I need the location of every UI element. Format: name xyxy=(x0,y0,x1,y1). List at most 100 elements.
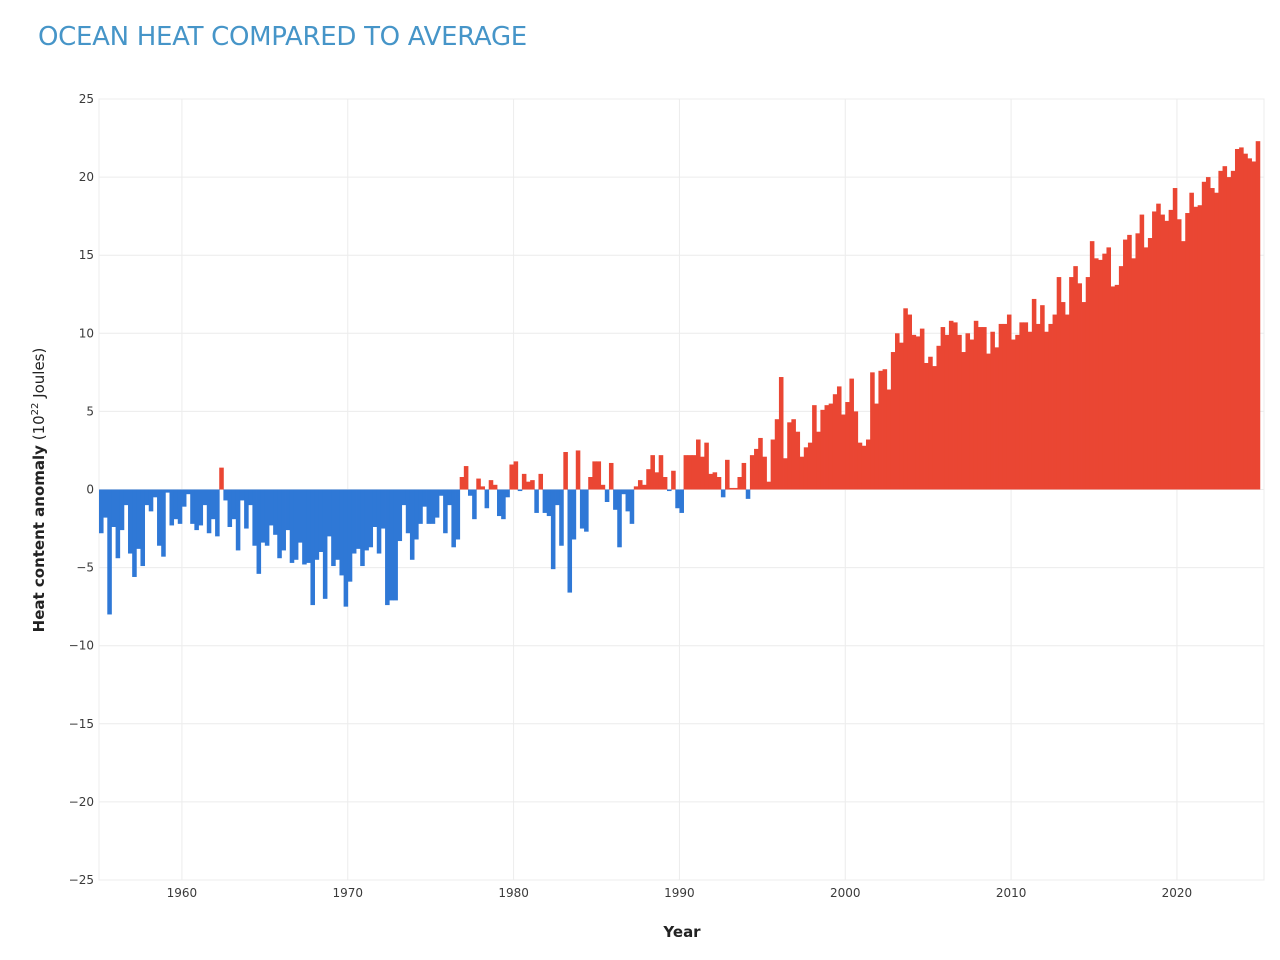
bar xyxy=(965,333,971,490)
bar xyxy=(708,473,713,490)
bar xyxy=(671,470,676,490)
bar xyxy=(285,489,291,531)
chart-title: OCEAN HEAT COMPARED TO AVERAGE xyxy=(38,22,527,52)
bar xyxy=(530,480,535,490)
bar xyxy=(1247,158,1252,490)
bar xyxy=(571,489,577,540)
bar xyxy=(210,489,216,520)
bar xyxy=(1044,331,1049,490)
bar xyxy=(181,489,187,507)
bar xyxy=(820,409,825,490)
bar xyxy=(1251,161,1257,490)
bar xyxy=(870,372,875,490)
y-tick-label: 0 xyxy=(86,483,94,497)
bar xyxy=(919,328,925,490)
bar xyxy=(588,477,593,490)
bar xyxy=(982,327,987,490)
bar xyxy=(579,489,585,529)
bar xyxy=(696,439,701,490)
bar xyxy=(658,455,664,490)
bar xyxy=(1152,211,1157,490)
bar xyxy=(1143,247,1149,490)
bar xyxy=(1210,188,1215,490)
bar xyxy=(633,486,639,490)
bar xyxy=(774,419,780,490)
bar xyxy=(264,489,270,546)
bar xyxy=(513,461,519,490)
bar xyxy=(733,487,738,490)
bar xyxy=(795,431,801,490)
bar xyxy=(231,489,237,520)
bar xyxy=(948,320,954,490)
bar xyxy=(828,403,834,490)
bar xyxy=(1102,253,1107,490)
bar xyxy=(957,334,962,490)
bar xyxy=(206,489,212,534)
bar xyxy=(787,422,792,490)
y-tick-label: −5 xyxy=(76,561,94,575)
bar xyxy=(385,489,390,606)
bar xyxy=(194,489,199,531)
bar xyxy=(895,333,900,490)
bar xyxy=(1147,238,1153,490)
bar xyxy=(310,489,315,606)
bar xyxy=(480,486,485,490)
bar xyxy=(467,489,473,496)
bar xyxy=(526,481,531,490)
bar xyxy=(563,452,568,490)
bar xyxy=(944,334,950,490)
bar xyxy=(1073,266,1078,490)
bar xyxy=(1035,323,1041,490)
y-tick-label: −25 xyxy=(69,873,94,887)
bar xyxy=(758,437,763,490)
bar xyxy=(1201,181,1207,490)
bar xyxy=(704,442,709,490)
y-tick-label: −20 xyxy=(69,795,94,809)
bar xyxy=(198,489,204,526)
bar xyxy=(857,442,863,490)
bar xyxy=(650,455,655,490)
bar xyxy=(1135,233,1141,490)
bar xyxy=(418,489,423,524)
bar xyxy=(1114,284,1120,490)
bar xyxy=(455,489,461,540)
bar xyxy=(459,477,465,490)
bar xyxy=(998,323,1004,490)
bar xyxy=(380,489,386,529)
bar xyxy=(165,489,170,493)
bar xyxy=(215,489,220,537)
bar xyxy=(331,489,336,567)
bar xyxy=(107,489,112,615)
bar xyxy=(621,489,626,495)
bar xyxy=(617,489,622,548)
bar xyxy=(741,462,747,490)
bar xyxy=(227,489,233,527)
bar xyxy=(430,489,436,524)
bar xyxy=(252,489,257,546)
bar xyxy=(235,489,241,551)
bar xyxy=(915,336,921,490)
bar xyxy=(505,489,510,498)
bar xyxy=(277,489,282,559)
x-tick-label: 1990 xyxy=(664,886,695,900)
bar xyxy=(190,489,195,524)
y-tick-label: −10 xyxy=(69,639,94,653)
bar xyxy=(517,489,523,492)
bar xyxy=(770,439,776,490)
bar xyxy=(1006,314,1012,490)
bar xyxy=(1234,148,1240,490)
bar xyxy=(874,403,879,490)
bar xyxy=(422,489,427,507)
bar xyxy=(1031,298,1037,490)
bar xyxy=(1164,220,1170,490)
bar xyxy=(152,489,158,498)
bar xyxy=(1011,339,1016,490)
bar xyxy=(675,489,680,509)
bar xyxy=(550,489,556,570)
bar xyxy=(1023,322,1029,490)
bar xyxy=(824,405,830,490)
bar xyxy=(1156,203,1161,490)
y-tick-label: 20 xyxy=(79,170,94,184)
bar xyxy=(687,455,693,490)
